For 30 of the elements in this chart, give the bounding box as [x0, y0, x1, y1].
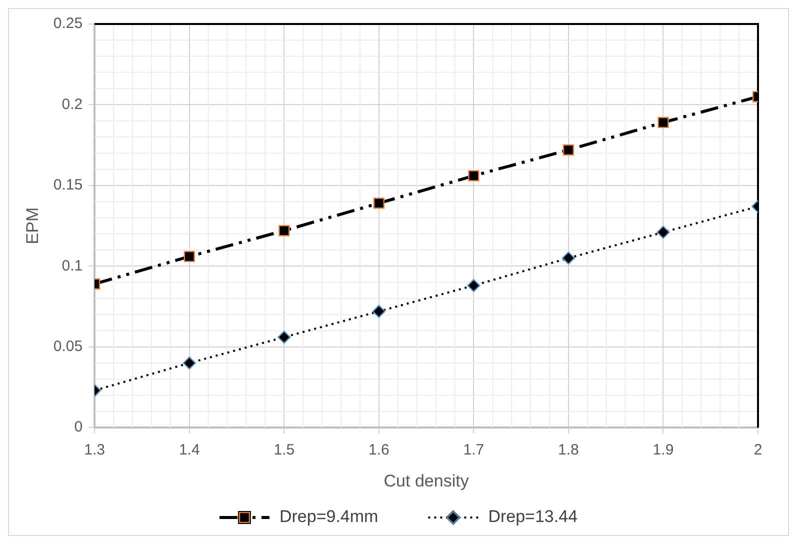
point [658, 116, 669, 128]
x-tick-label: 1.6 [368, 442, 390, 459]
point [562, 251, 576, 265]
point [467, 278, 480, 292]
point [468, 170, 480, 182]
x-tick-label: 1.5 [274, 442, 295, 459]
y-tick-label: 0.15 [53, 176, 83, 194]
y-tick-label: 0.1 [62, 257, 83, 274]
x-tick-label: 1.4 [178, 442, 200, 459]
y-tick-label: 0.05 [53, 338, 83, 356]
x-tick-label: 1.3 [84, 442, 106, 459]
point [278, 330, 291, 344]
legend-label: Drep=9.4mm [279, 507, 378, 526]
x-tick-label: 1.8 [558, 442, 579, 459]
x-tick-label: 2 [754, 442, 762, 459]
point [373, 198, 384, 209]
point [562, 144, 574, 156]
legend-label: Drep=13.44 [488, 507, 578, 526]
y-tick-label: 0.25 [53, 15, 83, 32]
y-axis-title: EPM [22, 207, 42, 244]
x-tick-label: 1.7 [463, 442, 484, 459]
point [656, 226, 670, 239]
y-tick-label: 0.2 [62, 96, 83, 113]
x-axis-title: Cut density [384, 471, 470, 490]
point [278, 225, 290, 236]
point [182, 356, 196, 370]
y-tick-label: 0 [74, 418, 83, 436]
point [184, 250, 195, 262]
x-tick-label: 1.9 [652, 442, 674, 459]
point [372, 304, 386, 318]
